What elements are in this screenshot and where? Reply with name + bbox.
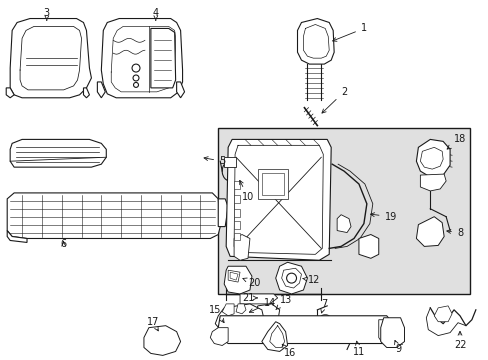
Polygon shape <box>247 316 259 328</box>
Polygon shape <box>230 272 238 280</box>
Polygon shape <box>380 318 404 347</box>
Polygon shape <box>83 88 89 98</box>
Polygon shape <box>224 157 236 167</box>
Polygon shape <box>281 268 301 288</box>
Polygon shape <box>234 221 240 229</box>
Polygon shape <box>236 304 245 314</box>
Polygon shape <box>226 139 330 260</box>
Polygon shape <box>240 294 277 304</box>
Text: 11: 11 <box>352 341 365 357</box>
Polygon shape <box>218 199 228 226</box>
Text: 20: 20 <box>243 278 261 288</box>
Polygon shape <box>97 82 105 98</box>
Polygon shape <box>378 320 392 343</box>
Polygon shape <box>253 304 279 326</box>
Text: 13: 13 <box>275 295 291 310</box>
Circle shape <box>286 273 296 283</box>
Polygon shape <box>420 174 445 191</box>
Text: 15: 15 <box>209 305 224 323</box>
Polygon shape <box>297 18 333 64</box>
Text: 10: 10 <box>239 180 254 202</box>
Polygon shape <box>151 28 175 88</box>
Polygon shape <box>7 230 27 242</box>
Text: 14: 14 <box>249 298 275 312</box>
Polygon shape <box>234 234 249 260</box>
Polygon shape <box>215 304 264 332</box>
Circle shape <box>133 82 138 87</box>
Polygon shape <box>6 88 14 98</box>
Polygon shape <box>420 147 442 169</box>
Polygon shape <box>261 322 287 351</box>
Polygon shape <box>224 266 251 294</box>
Polygon shape <box>336 215 350 233</box>
Polygon shape <box>416 139 449 177</box>
Text: 19: 19 <box>370 212 396 222</box>
Text: 22: 22 <box>453 331 465 351</box>
Polygon shape <box>222 304 234 316</box>
Text: 2: 2 <box>321 87 346 113</box>
Polygon shape <box>10 139 106 167</box>
Bar <box>218 127 469 294</box>
Circle shape <box>132 64 140 72</box>
Polygon shape <box>234 181 240 189</box>
Text: 18: 18 <box>446 134 465 149</box>
Text: 8: 8 <box>446 228 462 238</box>
Polygon shape <box>7 193 220 238</box>
Polygon shape <box>143 326 180 355</box>
Polygon shape <box>176 82 184 98</box>
Polygon shape <box>234 195 240 203</box>
Text: 1: 1 <box>332 23 366 41</box>
Text: 9: 9 <box>394 341 401 355</box>
Polygon shape <box>433 306 451 322</box>
Text: 4: 4 <box>152 8 159 21</box>
Polygon shape <box>101 18 182 98</box>
Text: 17: 17 <box>146 317 159 331</box>
Polygon shape <box>218 316 394 343</box>
Polygon shape <box>210 328 228 346</box>
Text: 21: 21 <box>241 293 257 303</box>
Polygon shape <box>234 209 240 217</box>
Polygon shape <box>10 18 91 98</box>
Polygon shape <box>234 233 240 240</box>
Polygon shape <box>228 270 240 282</box>
Polygon shape <box>257 169 287 199</box>
Text: 3: 3 <box>44 8 50 21</box>
Text: 16: 16 <box>282 344 295 359</box>
Polygon shape <box>275 262 307 294</box>
Text: 7: 7 <box>320 299 326 313</box>
Text: 12: 12 <box>302 275 320 285</box>
Polygon shape <box>358 234 378 258</box>
Text: 5: 5 <box>203 156 225 166</box>
Circle shape <box>133 75 139 81</box>
Polygon shape <box>261 173 283 195</box>
Polygon shape <box>416 217 443 246</box>
Text: 6: 6 <box>61 239 66 249</box>
